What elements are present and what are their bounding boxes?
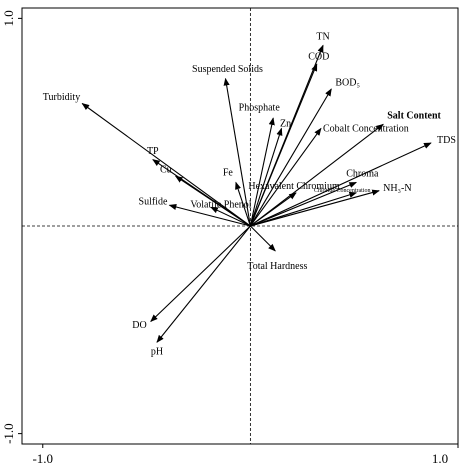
vector-label: TN [316, 32, 329, 43]
vector-label: TP [147, 146, 159, 157]
vector-arrow [223, 77, 251, 227]
vector-arrow [81, 103, 251, 227]
vector-label: pH [151, 347, 163, 358]
vector-arrow [249, 127, 283, 227]
vector-arrow [250, 181, 357, 227]
vector-arrow [250, 189, 380, 227]
vector-label: Hexavalent Chromium [248, 181, 340, 192]
vector-arrow [249, 88, 332, 227]
vector-arrow [174, 175, 251, 227]
vector-label: Total Hardness [247, 261, 307, 272]
vector-label: Turbidity [43, 92, 80, 103]
vector-label: Chloride Concentration [314, 188, 371, 194]
vector-arrow [249, 225, 276, 252]
vector-label: TDS [437, 135, 456, 146]
vector-label: Fe [223, 168, 234, 179]
y-tick-label: 1.0 [1, 10, 16, 26]
vector-arrow [250, 142, 432, 227]
vector-arrow [210, 206, 251, 227]
vector-arrow [168, 203, 251, 227]
vector-arrow [249, 117, 275, 227]
vector-arrow [235, 181, 251, 227]
vector-label: Phosphate [239, 102, 281, 113]
y-tick-label: -1.0 [1, 423, 16, 444]
vector-arrow [156, 225, 251, 343]
vector-label: Cu [160, 164, 172, 175]
vector-arrow [250, 191, 358, 227]
vector-arrow [249, 127, 322, 227]
vector-label: Volatile Phenol [190, 200, 251, 211]
x-tick-label: 1.0 [432, 451, 448, 466]
vector-label: Sulfide [139, 197, 168, 208]
vector-arrow [150, 225, 251, 323]
vector-label: Suspended Solids [192, 64, 263, 75]
vector-label: BOD₅ [335, 77, 360, 88]
vector-label: Cobalt Concentration [323, 124, 409, 135]
vector-arrow [250, 192, 297, 227]
vector-arrow [249, 63, 318, 227]
x-tick-label: -1.0 [32, 451, 53, 466]
vector-label: Zn [280, 119, 291, 130]
vector-arrow [250, 123, 384, 227]
vector-label: Chroma [346, 169, 379, 180]
vector-label: Salt Content [387, 111, 441, 122]
vector-label: COD [308, 51, 329, 62]
vector-label: NH₃-N [383, 183, 411, 194]
vector-label: DO [132, 320, 146, 331]
